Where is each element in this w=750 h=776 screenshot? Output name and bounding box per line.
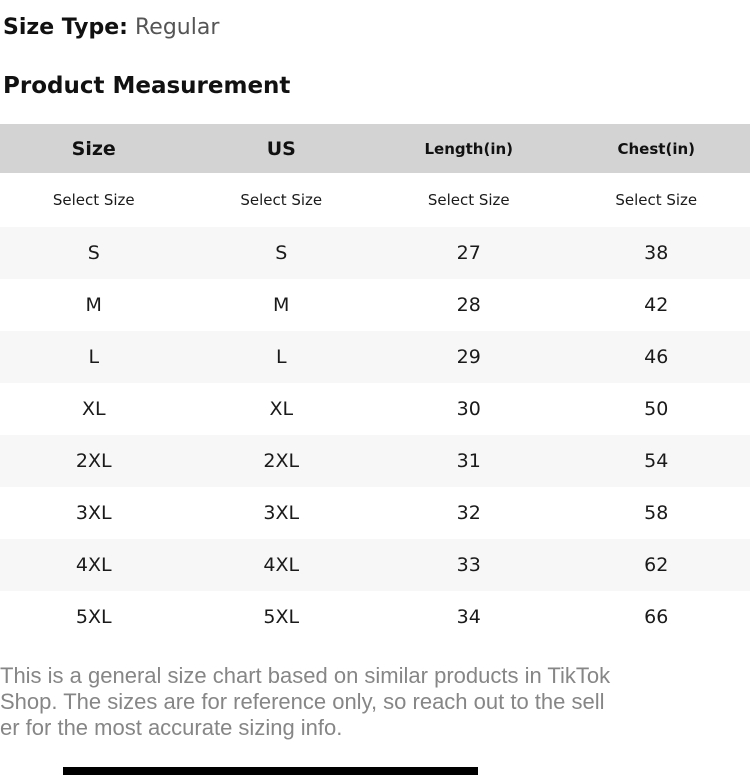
table-cell: 31: [375, 450, 563, 472]
table-cell: 4XL: [0, 554, 188, 576]
table-cell: 5XL: [0, 606, 188, 628]
table-cell: 30: [375, 398, 563, 420]
select-size-button[interactable]: Select Size: [375, 191, 563, 209]
table-cell: 2XL: [0, 450, 188, 472]
select-size-row: Select Size Select Size Select Size Sele…: [0, 173, 750, 227]
table-cell: 46: [563, 346, 750, 368]
table-cell: 66: [563, 606, 750, 628]
table-cell: 5XL: [188, 606, 376, 628]
table-cell: 2XL: [188, 450, 376, 472]
table-cell: 34: [375, 606, 563, 628]
select-size-button[interactable]: Select Size: [0, 191, 188, 209]
table-cell: 32: [375, 502, 563, 524]
select-size-button[interactable]: Select Size: [188, 191, 376, 209]
disclaimer-line: er for the most accurate sizing info.: [0, 715, 750, 741]
table-cell: 4XL: [188, 554, 376, 576]
table-cell: 29: [375, 346, 563, 368]
table-cell: 42: [563, 294, 750, 316]
table-cell: 28: [375, 294, 563, 316]
table-cell: S: [188, 242, 376, 264]
size-chart-disclaimer: This is a general size chart based on si…: [0, 663, 750, 741]
select-size-button[interactable]: Select Size: [563, 191, 750, 209]
column-header-size: Size: [0, 138, 188, 160]
table-cell: M: [0, 294, 188, 316]
column-header-us: US: [188, 138, 376, 160]
table-cell: 54: [563, 450, 750, 472]
table-cell: M: [188, 294, 376, 316]
column-header-chest: Chest(in): [563, 140, 750, 158]
table-cell: 3XL: [0, 502, 188, 524]
table-cell: 50: [563, 398, 750, 420]
table-cell: S: [0, 242, 188, 264]
table-cell: 33: [375, 554, 563, 576]
table-header-row: Size US Length(in) Chest(in): [0, 124, 750, 173]
size-type-label: Size Type:: [3, 15, 128, 40]
disclaimer-line: Shop. The sizes are for reference only, …: [0, 689, 750, 715]
table-cell: XL: [0, 398, 188, 420]
page-title: Product Measurement: [3, 72, 750, 100]
table-cell: 58: [563, 502, 750, 524]
disclaimer-line: This is a general size chart based on si…: [0, 663, 750, 689]
column-header-length: Length(in): [375, 140, 563, 158]
table-cell: XL: [188, 398, 376, 420]
size-type-row: Size Type: Regular: [3, 14, 750, 41]
table-cell: L: [0, 346, 188, 368]
table-cell: 38: [563, 242, 750, 264]
table-cell: 62: [563, 554, 750, 576]
size-chart-table: Size US Length(in) Chest(in) Select Size…: [0, 124, 750, 643]
size-type-value: Regular: [135, 15, 219, 40]
table-cell: 27: [375, 242, 563, 264]
bottom-bar: [63, 767, 478, 775]
table-cell: 3XL: [188, 502, 376, 524]
table-cell: L: [188, 346, 376, 368]
